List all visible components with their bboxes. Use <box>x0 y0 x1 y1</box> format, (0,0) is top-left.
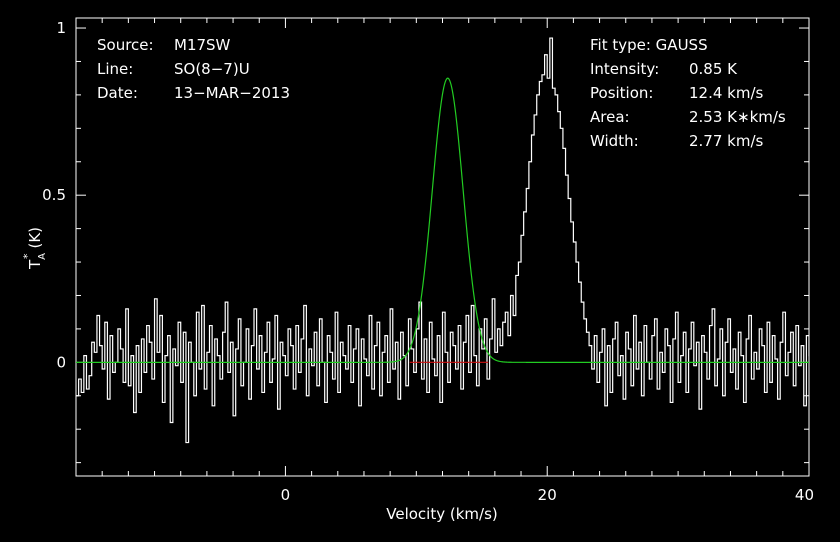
y-axis-label: TA* (K) <box>21 227 48 270</box>
fit-key-area: Area: <box>590 108 630 126</box>
svg-text:TA*(K): TA* (K) <box>21 227 48 270</box>
info-panel-right: Fit type: GAUSS Intensity: 0.85 K Positi… <box>590 36 786 150</box>
y-axis-label-sub: A <box>37 253 48 260</box>
y-tick-label: 0.5 <box>42 186 66 204</box>
fit-value-position: 12.4 km/s <box>689 84 764 102</box>
x-tick-label: 20 <box>538 486 557 504</box>
y-axis-label-base: T <box>26 259 44 270</box>
y-axis-label-sup: * <box>21 253 34 259</box>
fit-value-width: 2.77 km/s <box>689 132 764 150</box>
y-axis-ticks: 00.51 <box>42 19 809 464</box>
y-axis-label-unit: (K) <box>26 227 44 249</box>
info-key-date: Date: <box>97 84 138 102</box>
spectrum-series-line <box>76 37 809 444</box>
info-key-line: Line: <box>97 60 133 78</box>
y-tick-label: 1 <box>56 19 66 37</box>
y-tick-label: 0 <box>56 353 66 371</box>
fit-type-label: Fit type: GAUSS <box>590 36 708 54</box>
info-key-source: Source: <box>97 36 154 54</box>
fit-value-area: 2.53 K∗km/s <box>689 108 786 126</box>
fit-key-width: Width: <box>590 132 639 150</box>
gaussian-fit-line <box>76 77 809 363</box>
x-axis-label: Velocity (km/s) <box>386 505 497 523</box>
fit-key-position: Position: <box>590 84 653 102</box>
x-tick-label: 40 <box>795 486 814 504</box>
info-panel-left: Source: M17SW Line: SO(8−7)U Date: 13−MA… <box>97 36 290 102</box>
fit-key-intensity: Intensity: <box>590 60 659 78</box>
x-axis-ticks: 0 20 40 <box>75 18 814 504</box>
x-tick-label: 0 <box>281 486 291 504</box>
info-value-line: SO(8−7)U <box>174 60 250 78</box>
fit-value-intensity: 0.85 K <box>689 60 738 78</box>
info-value-date: 13−MAR−2013 <box>174 84 290 102</box>
info-value-source: M17SW <box>174 36 231 54</box>
